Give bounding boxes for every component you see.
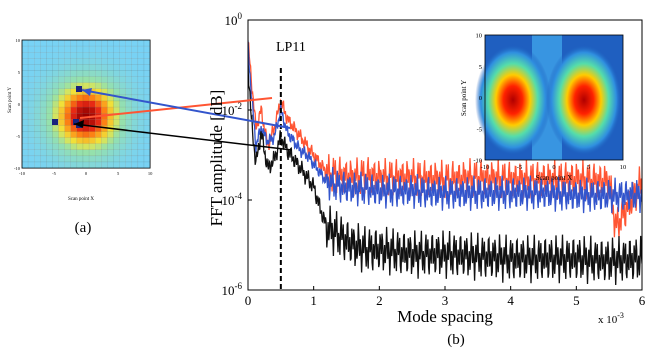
heatmap-cell bbox=[64, 82, 71, 89]
connector-arrows bbox=[73, 88, 293, 151]
panel-b-caption: (b) bbox=[447, 332, 465, 348]
inset-y-tick: -5 bbox=[477, 126, 482, 133]
y-tick-label: 100 bbox=[225, 11, 243, 28]
y-tick-label: 10-2 bbox=[222, 101, 243, 118]
inset-y-tick: 5 bbox=[479, 64, 482, 71]
black-connector bbox=[73, 123, 293, 151]
heatmap-cell bbox=[95, 82, 102, 89]
heatmap-frame bbox=[21, 39, 151, 169]
series-line-1 bbox=[248, 40, 642, 214]
x-tick-label: 0 bbox=[245, 293, 252, 308]
scan-point-marker bbox=[76, 86, 82, 92]
heatmap-grid bbox=[21, 39, 151, 169]
panel-a-ylabel: Scan point Y bbox=[8, 87, 13, 113]
inset-x-tick: 5 bbox=[587, 164, 590, 171]
x-tick-label: 5 bbox=[573, 293, 580, 308]
x-tick-label: 3 bbox=[442, 293, 449, 308]
x-tick-label: 2 bbox=[376, 293, 383, 308]
inset-right-lobe bbox=[546, 44, 622, 156]
inset-x-tick: -10 bbox=[481, 164, 490, 171]
inset-plot: -10 -5 0 5 10 10 5 0 -5 -10 Scan point Y Scan poi… bbox=[460, 33, 626, 183]
x-tick-label: 4 bbox=[507, 293, 514, 308]
inset-xlabel: Scan point X bbox=[536, 174, 573, 182]
heatmap-x-tick: -10 bbox=[19, 171, 26, 176]
heatmap-cell bbox=[40, 45, 47, 53]
inset-y-tick: 10 bbox=[476, 33, 483, 40]
black-arrowhead bbox=[74, 120, 84, 128]
heatmap-x-tick: 0 bbox=[85, 171, 88, 176]
heatmap-cell bbox=[64, 113, 71, 120]
heatmap-x-tick: -5 bbox=[52, 171, 56, 176]
blue-connector bbox=[81, 89, 291, 129]
series-line-0 bbox=[248, 41, 642, 238]
heatmap-x-tick: 5 bbox=[117, 171, 120, 176]
series-group bbox=[248, 40, 642, 286]
heatmap-y-tick: -10 bbox=[14, 166, 21, 171]
inset-ticks: -10 -5 0 5 10 10 5 0 -5 -10 bbox=[473, 33, 626, 172]
panel-a-xlabel: Scan point X bbox=[68, 197, 94, 202]
panel-a-caption: (a) bbox=[75, 220, 92, 236]
y-tick-label: 10-6 bbox=[222, 281, 243, 298]
inset-ylabel: Scan point Y bbox=[460, 80, 468, 116]
inset-y-tick: 0 bbox=[479, 95, 482, 102]
series-line-2 bbox=[248, 65, 642, 286]
inset-x-tick: 10 bbox=[620, 164, 627, 171]
y-tick-label: 10-4 bbox=[222, 191, 243, 208]
heatmap-y-tick: -5 bbox=[16, 134, 20, 139]
inset-y-tick: -10 bbox=[473, 158, 482, 165]
blue-arrowhead bbox=[82, 88, 92, 96]
heatmap-cell bbox=[95, 45, 102, 53]
heatmap-cell bbox=[64, 45, 71, 53]
x-tick-label: 1 bbox=[310, 293, 317, 308]
x-axis-label: Mode spacing bbox=[397, 307, 493, 326]
y-axis-label: FFT amplitude [dB] bbox=[207, 90, 226, 227]
heatmap-cell bbox=[40, 113, 47, 120]
inset-x-tick: 0 bbox=[552, 164, 555, 171]
inset-frame bbox=[484, 34, 624, 161]
heatmap-ticks: -10 -5 0 5 10 10 5 0 -5 -10 bbox=[14, 38, 153, 176]
heatmap-y-tick: 5 bbox=[18, 70, 21, 75]
heatmap-cell bbox=[40, 82, 47, 89]
lp11-label: LP11 bbox=[276, 40, 306, 55]
heatmap-y-tick: 0 bbox=[18, 102, 21, 107]
heatmap-x-tick: 10 bbox=[148, 171, 153, 176]
inset-left-lobe bbox=[475, 44, 551, 156]
heatmap-y-tick: 10 bbox=[16, 38, 21, 43]
scan-point-marker bbox=[52, 119, 58, 125]
inset-x-tick: -5 bbox=[517, 164, 522, 171]
x-multiplier: x 10-3 bbox=[598, 311, 624, 326]
x-tick-label: 6 bbox=[639, 293, 645, 308]
